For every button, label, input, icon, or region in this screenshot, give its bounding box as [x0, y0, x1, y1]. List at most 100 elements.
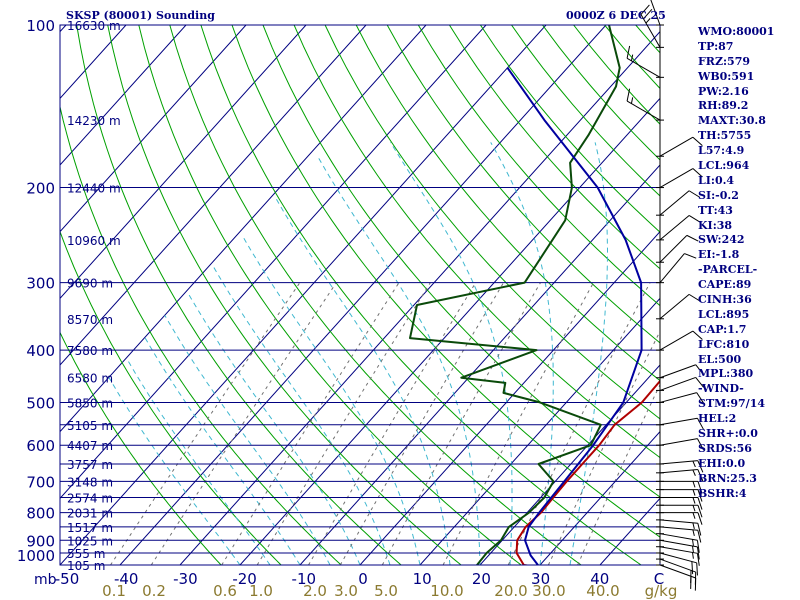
moist-adiabat-line	[241, 234, 421, 565]
index-value: EHI:0.0	[698, 456, 746, 470]
mixing-ratio-tick-label: 3.0	[334, 582, 358, 600]
temperature-tick-label: -50	[55, 570, 80, 588]
wind-barb	[626, 45, 661, 78]
barb-flag	[688, 215, 701, 223]
index-value: LCL:895	[698, 307, 750, 321]
mixing-ratio-tick-label: 20.0	[494, 582, 527, 600]
height-label: 12440 m	[67, 182, 121, 196]
barb-staff	[650, 0, 661, 26]
moist-adiabat-line	[490, 142, 554, 565]
height-label: 6580 m	[67, 372, 113, 386]
barb-half-flag	[692, 512, 696, 519]
height-label: 1517 m	[67, 521, 113, 535]
barb-flag	[691, 561, 694, 575]
wind-barb	[660, 504, 703, 518]
mixing-ratio-tick-label: 5.0	[374, 582, 398, 600]
dry-adiabat-line	[324, 25, 660, 420]
barb-staff	[659, 438, 698, 446]
index-value: SW:242	[698, 233, 745, 247]
wind-barb	[659, 552, 698, 576]
isotherm-line	[539, 430, 660, 565]
mixing-ratio-tick-label: 1.0	[249, 582, 273, 600]
index-value: EL:500	[698, 352, 742, 366]
temperature-tick-label: 40	[590, 570, 609, 588]
temperature-axis: -50 -40 -30 -20 -10 0 10 20 30 40 C	[55, 570, 664, 588]
dry-adiabat-line	[107, 25, 462, 565]
barb-flag	[697, 489, 703, 502]
barb-staff	[659, 469, 698, 474]
wind-barb	[659, 526, 702, 543]
wind-barb	[659, 234, 699, 263]
moist-adiabat-line	[317, 155, 481, 565]
height-label: 4407 m	[67, 439, 113, 453]
wind-barb	[659, 330, 703, 351]
wind-barb	[660, 497, 703, 510]
wind-barb	[659, 293, 701, 320]
index-value: PW:2.16	[698, 84, 749, 98]
index-value: CINH:36	[698, 293, 752, 307]
barb-flag	[696, 562, 698, 576]
barb-flag	[692, 168, 703, 178]
barb-flag	[684, 253, 697, 259]
stability-index-panel: WMO:80001 TP:87 FRZ:579 WB0:591 PW:2.16 RH:89…	[698, 25, 800, 502]
index-value: WB0:591	[698, 69, 755, 83]
index-value: TH:5755	[698, 129, 752, 143]
mixing-ratio-line	[221, 282, 400, 565]
pressure-tick-label: 500	[26, 394, 55, 412]
barb-staff	[659, 546, 698, 554]
mixing-ratio-tick-label: 0.2	[142, 582, 166, 600]
height-label: 555 m	[67, 547, 105, 561]
index-value: HEL:2	[698, 412, 737, 426]
dry-adiabat-line	[355, 25, 660, 382]
barb-half-flag	[692, 539, 694, 546]
barb-half-flag	[692, 469, 696, 476]
barb-flag	[697, 512, 703, 525]
wind-barb	[660, 512, 703, 525]
mixing-ratio-line	[381, 282, 541, 565]
wind-barb	[626, 88, 661, 121]
barb-staff	[659, 215, 690, 241]
wind-barb	[660, 480, 703, 494]
barb-staff	[659, 235, 688, 263]
isotherm-line	[60, 25, 487, 500]
dry-adiabat-line	[417, 25, 660, 307]
pressure-tick-label: 900	[26, 532, 55, 550]
pressure-unit-label: mb	[34, 572, 57, 588]
index-value: WMO:80001	[698, 25, 775, 38]
moist-adiabat-line	[144, 337, 301, 565]
moist-adiabat-line	[390, 142, 513, 565]
mixing-ratio-tick-label: 10.0	[430, 582, 463, 600]
dewpoint-profile-line	[409, 25, 621, 565]
temperature-tick-label: 10	[413, 570, 432, 588]
barb-staff	[659, 460, 698, 465]
isotherm-line	[60, 25, 187, 166]
mixing-ratio-line	[150, 282, 337, 565]
index-value: CAP:1.7	[698, 322, 747, 336]
temperature-tick-label: -20	[232, 570, 257, 588]
mixing-ratio-tick-label: 0.6	[213, 582, 237, 600]
height-label: 1025 m	[67, 534, 113, 548]
barb-staff	[659, 190, 690, 216]
barb-flag	[692, 136, 703, 147]
wind-barb	[659, 136, 703, 157]
index-value: BRN:25.3	[698, 471, 757, 485]
height-label: 9690 m	[67, 277, 113, 291]
wind-barb	[659, 539, 700, 560]
barb-half-flag	[645, 18, 651, 24]
index-value: RH:89.2	[698, 99, 749, 113]
height-label: 14230 m	[67, 114, 121, 128]
barb-flag	[696, 417, 704, 430]
mixing-ratio-line	[110, 282, 301, 565]
height-label: 8570 m	[67, 313, 113, 327]
wind-barb	[659, 253, 697, 283]
index-value: MAXT:30.8	[698, 114, 766, 128]
height-label: 10960 m	[67, 234, 121, 248]
barb-staff	[659, 526, 698, 531]
barb-staff	[626, 57, 661, 78]
height-label: 7580 m	[67, 344, 113, 358]
barb-staff	[626, 100, 661, 121]
index-value: -WIND-	[698, 382, 744, 396]
barb-flag	[688, 293, 701, 302]
barb-flag	[697, 505, 703, 518]
